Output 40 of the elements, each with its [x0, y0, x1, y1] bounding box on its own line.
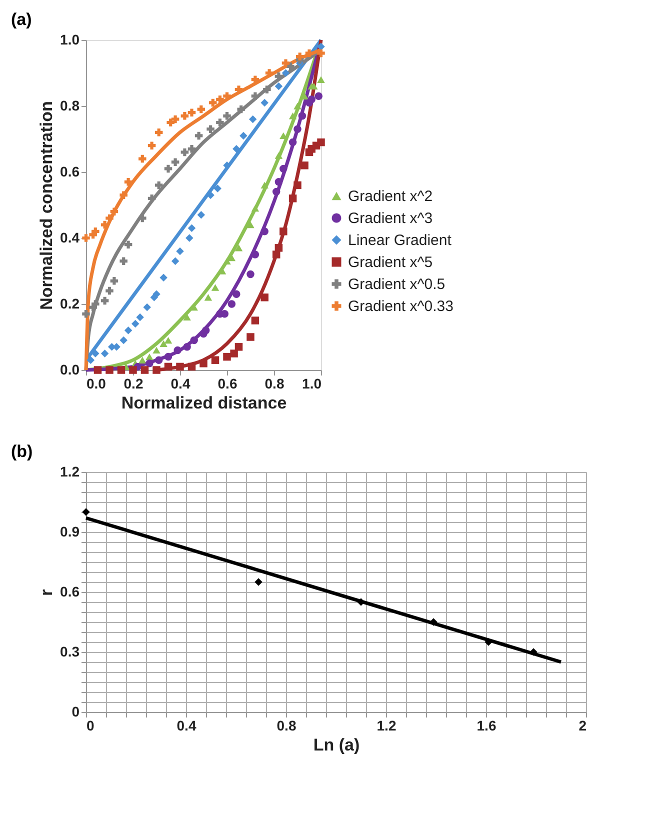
point — [82, 508, 90, 516]
y-tick-label: 0.6 — [60, 164, 80, 180]
y-tick-label: 0.4 — [60, 230, 80, 246]
legend-label: Gradient x^5 — [348, 254, 433, 271]
y-tick-label: 0.2 — [60, 296, 80, 312]
chart-title: (b) — [11, 442, 33, 461]
x-tick-label: 0.8 — [276, 718, 296, 734]
legend-label: Gradient x^2 — [348, 188, 433, 205]
y-tick-label: 1.2 — [60, 464, 80, 480]
point — [530, 648, 538, 656]
y-tick-label: 0.8 — [60, 98, 80, 114]
y-tick-label: 0.6 — [60, 584, 80, 600]
x-tick-label: 0.0 — [86, 376, 106, 392]
point — [484, 638, 492, 646]
x-tick-label: 0 — [86, 718, 94, 734]
point — [254, 578, 262, 586]
x-tick-label: 1.0 — [302, 376, 322, 392]
x-axis-title: Normalized distance — [121, 394, 287, 412]
legend-label: Linear Gradient — [348, 232, 452, 249]
x-tick-label: 2 — [578, 718, 587, 734]
y-tick-label: 0.0 — [60, 362, 80, 378]
y-tick-label: 0.3 — [60, 644, 80, 660]
y-axis-title: Normalized concentration — [37, 101, 56, 310]
x-axis-title: Ln (a) — [313, 736, 360, 754]
x-tick-label: 0.2 — [124, 376, 144, 392]
x-tick-label: 0.6 — [218, 376, 238, 392]
x-tick-label: 0.4 — [176, 718, 196, 734]
point — [430, 618, 438, 626]
x-tick-label: 1.2 — [376, 718, 396, 734]
legend-label: Gradient x^3 — [348, 210, 433, 227]
y-tick-label: 0 — [72, 704, 80, 720]
y-tick-label: 1.0 — [60, 32, 80, 48]
x-tick-label: 0.8 — [264, 376, 284, 392]
y-axis-title: r — [37, 588, 56, 596]
y-tick-label: 0.9 — [60, 524, 80, 540]
x-tick-label: 1.6 — [476, 718, 496, 734]
legend-label: Gradient x^0.33 — [348, 298, 454, 315]
x-tick-label: 0.4 — [170, 376, 190, 392]
legend-label: Gradient x^0.5 — [348, 276, 446, 293]
chart-title: (a) — [11, 10, 32, 29]
